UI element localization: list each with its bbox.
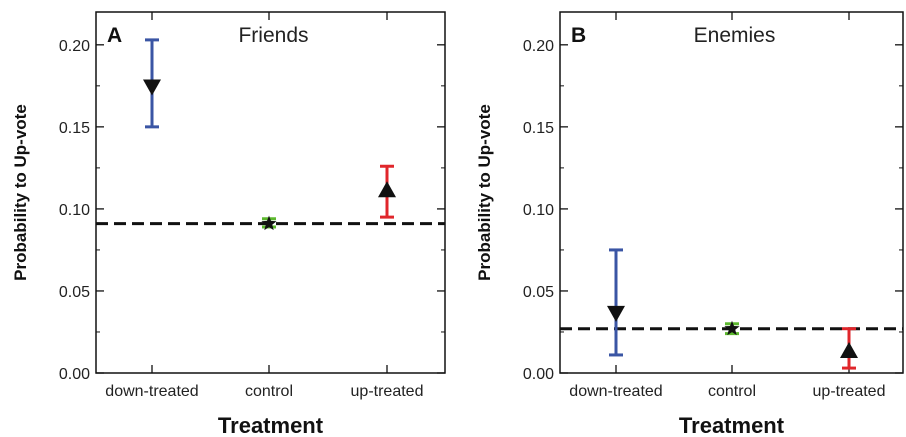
marker-triangle-down [143,79,161,96]
panel-b: 0.00 0.05 0.10 0.15 0.20 down-treated control u… [475,11,904,437]
y-tick-label: 0.00 [59,366,90,383]
x-tick-label: control [708,383,756,400]
y-tick-label: 0.15 [523,120,554,137]
x-tick-label: down-treated [105,383,198,400]
y-tick-label: 0.00 [523,366,554,383]
marker-triangle-up [378,181,396,198]
marker-triangle-up [840,342,858,359]
x-axis-title: Treatment [218,413,324,437]
y-tick-label: 0.20 [59,38,90,55]
panel-title: Friends [238,24,308,47]
marker-triangle-down [607,305,625,322]
marker-star [724,320,740,336]
y-tick-label: 0.05 [523,284,554,301]
y-tick-label: 0.05 [59,284,90,301]
x-tick-label: control [245,383,293,400]
panel-letter: A [107,24,122,47]
marker-star [261,215,277,231]
y-tick-label: 0.10 [523,202,554,219]
x-tick-label: up-treated [813,383,886,400]
y-axis-title: Probability to Up-vote [475,104,494,281]
panel-a: 0.00 0.05 0.10 0.15 0.20 down-treated control u… [11,11,446,437]
y-tick-label: 0.10 [59,202,90,219]
y-axis-title: Probability to Up-vote [11,104,30,281]
plot-frame [559,11,904,374]
x-axis-title: Treatment [679,413,785,437]
panel-title: Enemies [694,24,776,47]
x-tick-label: up-treated [351,383,424,400]
plot-frame [95,11,446,374]
y-tick-label: 0.15 [59,120,90,137]
x-tick-label: down-treated [569,383,662,400]
panel-letter: B [571,24,586,47]
y-tick-label: 0.20 [523,38,554,55]
